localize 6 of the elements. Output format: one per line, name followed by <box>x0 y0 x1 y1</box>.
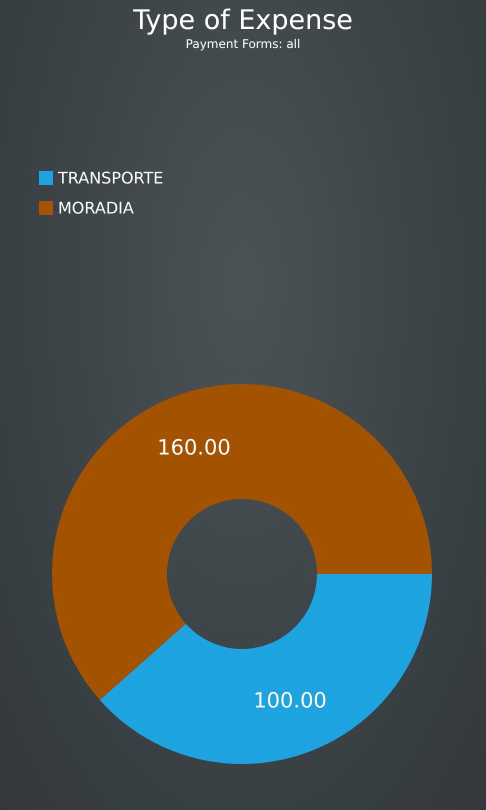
legend-label: MORADIA <box>58 198 134 218</box>
legend-label: TRANSPORTE <box>57 168 164 188</box>
chart-subtitle: Payment Forms: all <box>186 37 300 51</box>
data-label: 160.00 <box>157 435 231 460</box>
chart-title: Type of Expense <box>132 5 353 36</box>
data-label: 100.00 <box>253 688 327 713</box>
